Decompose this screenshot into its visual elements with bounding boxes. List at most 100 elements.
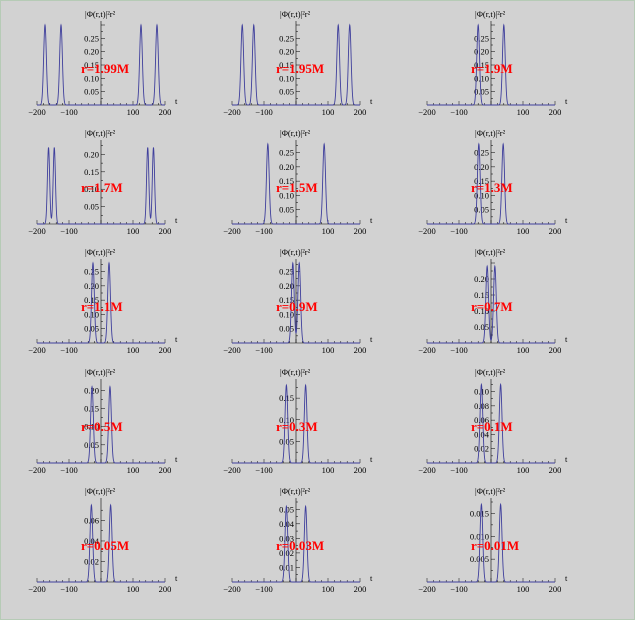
y-tick-label: 0.02 [474,444,489,454]
y-tick-label: 0.04 [474,429,490,439]
x-tick-label: −200 [418,465,436,475]
x-axis-label: t [370,454,373,464]
panel-15: |Φ(r,t)|²r²−200 −100 100 200t0.0050.0100.01… [418,486,568,594]
x-tick-label: −100 [450,345,468,355]
radius-label: r=0.03M [276,538,324,553]
panel-10: |Φ(r,t)|²r²−200 −100 100 200t0.050.100.150.… [28,367,178,475]
series-line [232,504,360,583]
x-tick-label: −100 [60,107,78,117]
y-axis-label: |Φ(r,t)|²r² [475,247,506,257]
y-tick-label: 0.20 [279,47,294,57]
y-axis-label: |Φ(r,t)|²r² [85,128,116,138]
y-tick-label: 0.05 [474,87,489,97]
y-tick-label: 0.010 [470,531,489,541]
y-tick-label: 0.06 [84,515,99,525]
series-line [232,142,360,225]
x-tick-label: 100 [517,584,530,594]
x-tick-label: −200 [418,107,436,117]
x-axis-label: t [565,334,568,344]
y-tick-label: 0.06 [474,415,489,425]
x-tick-label: −200 [28,226,46,236]
x-tick-label: 100 [517,465,530,475]
x-axis-label: t [565,454,568,464]
y-tick-label: 0.25 [474,33,489,43]
y-axis-label: |Φ(r,t)|²r² [280,9,311,19]
y-tick-label: 0.05 [84,440,99,450]
series-line [232,383,360,464]
y-tick-label: 0.20 [84,47,99,57]
series-line [427,142,555,225]
x-tick-label: −100 [450,107,468,117]
y-tick-label: 0.10 [84,309,99,319]
y-tick-label: 0.10 [279,190,294,200]
x-tick-label: −100 [255,107,273,117]
y-tick-label: 0.10 [279,415,294,425]
x-tick-label: 200 [354,345,367,355]
radius-label: r=0.1M [471,419,513,434]
y-tick-label: 0.15 [474,290,489,300]
y-tick-label: 0.25 [279,33,294,43]
y-tick-label: 0.01 [279,562,294,572]
y-tick-label: 0.10 [279,309,294,319]
y-tick-label: 0.20 [279,281,294,291]
y-tick-label: 0.02 [84,556,99,566]
y-tick-label: 0.15 [84,403,99,413]
panel-6: |Φ(r,t)|²r²−200 −100 100 200t0.050.100.150.… [418,128,568,236]
x-tick-label: −200 [418,345,436,355]
y-tick-label: 0.15 [474,60,489,70]
y-tick-label: 0.05 [279,205,294,215]
y-axis-label: |Φ(r,t)|²r² [85,367,116,377]
x-tick-label: 100 [322,465,335,475]
radius-label: r=1.1M [81,299,123,314]
y-tick-label: 0.05 [279,436,294,446]
x-tick-label: −200 [223,465,241,475]
y-tick-label: 0.10 [279,73,294,83]
x-tick-label: 200 [159,107,172,117]
x-tick-label: −200 [223,226,241,236]
x-tick-label: 100 [517,226,530,236]
x-tick-label: −100 [450,226,468,236]
y-axis-label: |Φ(r,t)|²r² [475,9,506,19]
radius-label: r=0.5M [81,419,123,434]
x-axis-label: t [175,573,178,583]
x-tick-label: 100 [322,226,335,236]
series-line [37,385,165,464]
x-axis-label: t [565,96,568,106]
x-axis-label: t [370,96,373,106]
series-line [427,382,555,464]
y-axis-label: |Φ(r,t)|²r² [85,247,116,257]
y-axis-label: |Φ(r,t)|²r² [85,486,116,496]
y-tick-label: 0.20 [474,47,489,57]
x-tick-label: 200 [159,226,172,236]
panel-7: |Φ(r,t)|²r²−200 −100 100 200t0.050.100.150.… [28,247,178,355]
x-axis-label: t [370,334,373,344]
x-axis-label: t [370,215,373,225]
x-tick-label: −100 [60,584,78,594]
y-tick-label: 0.25 [279,148,294,158]
y-tick-label: 0.03 [279,533,294,543]
y-axis-label: |Φ(r,t)|²r² [475,486,506,496]
y-axis-label: |Φ(r,t)|²r² [475,367,506,377]
radius-label: r=0.01M [471,538,519,553]
radius-label: r=0.7M [471,299,513,314]
x-tick-label: 100 [322,107,335,117]
x-axis-label: t [175,454,178,464]
x-tick-label: 200 [549,107,562,117]
y-tick-label: 0.10 [474,306,489,316]
x-tick-label: −100 [255,345,273,355]
x-tick-label: −100 [255,584,273,594]
x-tick-label: −200 [223,584,241,594]
radius-label: r=1.7M [81,180,123,195]
x-tick-label: −100 [255,465,273,475]
x-tick-label: −200 [223,345,241,355]
y-tick-label: 0.15 [279,60,294,70]
y-axis-label: |Φ(r,t)|²r² [475,128,506,138]
y-tick-label: 0.15 [279,176,294,186]
